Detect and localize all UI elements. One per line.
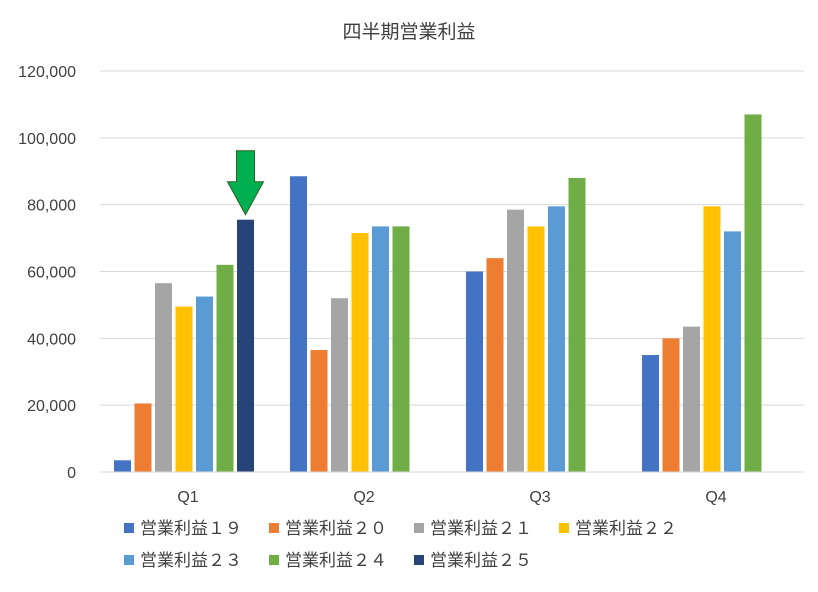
legend-swatch	[414, 523, 424, 533]
y-tick-label: 100,000	[18, 131, 76, 148]
bar	[703, 206, 721, 472]
legend-label: 営業利益２５	[430, 551, 532, 571]
bar	[175, 306, 193, 472]
bar	[724, 231, 741, 472]
y-tick-label: 0	[67, 465, 76, 482]
down-arrow-icon	[226, 150, 265, 216]
x-tick-label: Q4	[705, 489, 726, 506]
legend-swatch	[269, 555, 279, 565]
bar	[290, 176, 307, 472]
legend-label: 営業利益２２	[575, 519, 677, 539]
x-tick-label: Q3	[529, 489, 550, 506]
bar	[466, 271, 483, 472]
y-tick-label: 60,000	[27, 265, 76, 282]
legend-swatch	[269, 523, 279, 533]
legend-swatch	[124, 523, 134, 533]
legend-label: 営業利益２３	[140, 551, 242, 571]
bar	[310, 350, 328, 472]
legend-label: 営業利益２１	[430, 519, 532, 539]
bar	[392, 226, 410, 472]
legend: 営業利益１９ 営業利益２０ 営業利益２１ 営業利益２２ 営業利益２３ 営業利益２４ 営業利益…	[124, 519, 677, 571]
x-tick-label: Q1	[177, 489, 198, 506]
bar	[237, 219, 254, 472]
axes: 0 20,000 40,000 60,000 80,000 100,000 120,000 Q…	[18, 64, 804, 506]
bar	[155, 283, 172, 472]
legend-swatch	[414, 555, 424, 565]
y-tick-label: 80,000	[27, 198, 76, 215]
legend-label: 営業利益１９	[140, 519, 242, 539]
bar	[372, 226, 389, 472]
bar	[331, 298, 348, 472]
bar	[744, 114, 762, 473]
bar	[662, 338, 680, 472]
legend-label: 営業利益２０	[285, 519, 387, 539]
y-tick-label: 120,000	[18, 64, 76, 81]
annotation	[226, 150, 265, 216]
legend-swatch	[559, 523, 569, 533]
bar	[114, 460, 131, 472]
bar	[548, 206, 565, 472]
bar	[683, 326, 700, 472]
bar	[507, 209, 524, 472]
chart-title: 四半期営業利益	[342, 21, 475, 43]
y-tick-label: 40,000	[27, 331, 76, 348]
bar	[134, 403, 152, 472]
bar	[568, 177, 586, 472]
bar	[527, 226, 545, 472]
bars	[114, 114, 762, 473]
bar	[196, 296, 213, 472]
x-tick-label: Q2	[353, 489, 374, 506]
bar	[486, 258, 504, 472]
bar	[642, 355, 659, 472]
y-tick-label: 20,000	[27, 398, 76, 415]
legend-label: 営業利益２４	[285, 551, 387, 571]
legend-swatch	[124, 555, 134, 565]
bar	[216, 264, 234, 472]
bar	[351, 233, 369, 472]
